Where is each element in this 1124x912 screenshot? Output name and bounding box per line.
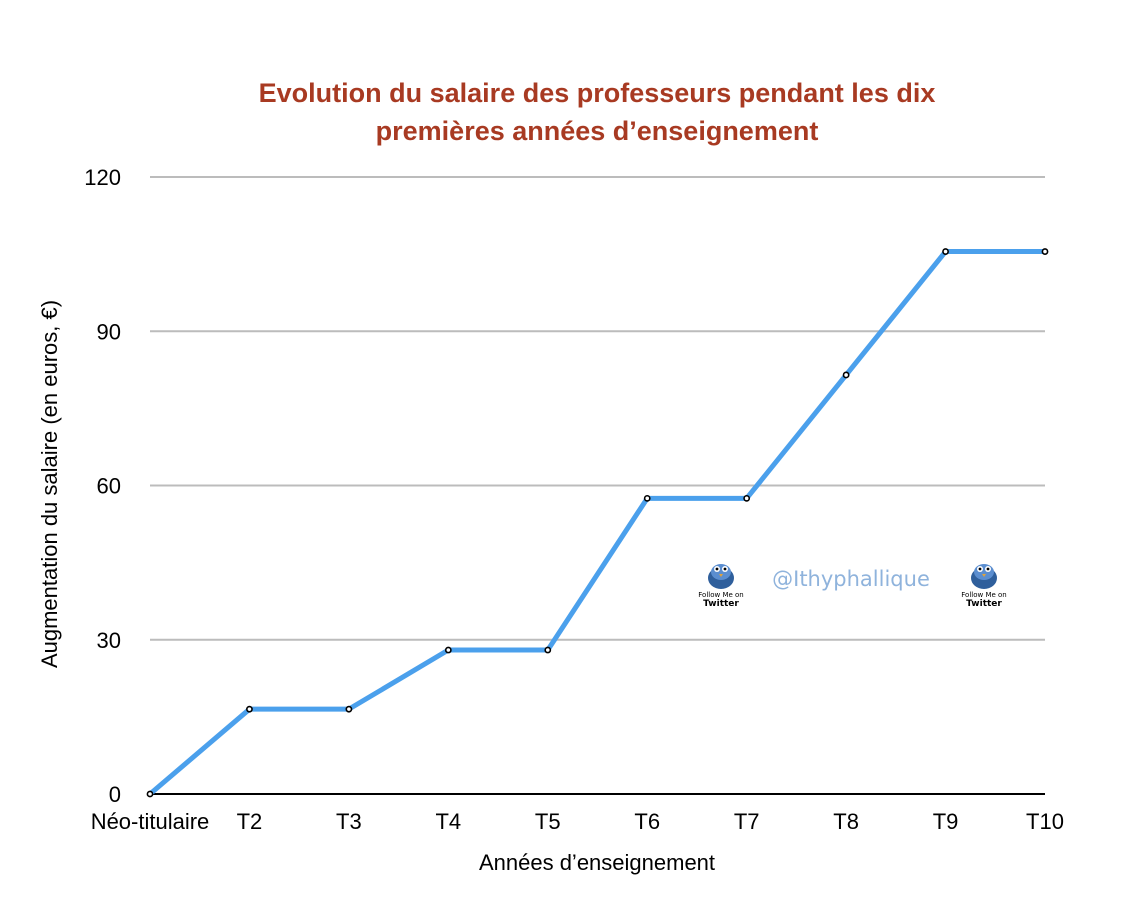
y-tick-label: 0 [109,782,121,807]
twitter-badge-left: Follow Me on Twitter [698,564,744,609]
data-point [345,705,353,713]
series-line [147,249,1048,797]
x-tick-label: T5 [535,809,561,834]
chart-title-line-1: Evolution du salaire des professeurs pen… [259,78,936,108]
chart-title-line-2: premières années d’enseignement [376,116,819,146]
y-axis-title: Augmentation du salaire (en euros, €) [37,300,62,668]
y-tick-label: 120 [84,165,121,190]
x-axis-title: Années d’enseignement [479,850,715,875]
badge-caption-small: Follow Me on [961,591,1006,599]
data-points [146,248,1049,798]
data-point [842,371,850,379]
y-tick-label: 90 [97,319,121,344]
badge-caption-small: Follow Me on [698,591,743,599]
data-point [444,646,452,654]
x-tick-label: T2 [237,809,263,834]
x-tick-labels: Néo-titulaire T2 T3 T4 T5 T6 T7 T8 T9 T10 [91,809,1064,834]
data-point [643,494,651,502]
x-tick-label: T8 [833,809,859,834]
y-tick-label: 60 [97,474,121,499]
series-layer [147,249,1048,797]
x-tick-label: T4 [435,809,461,834]
gridlines [150,176,1045,641]
twitter-badge-right: Follow Me on Twitter [961,564,1007,609]
badge-caption-big: Twitter [703,599,739,609]
twitter-bird-icon [971,564,997,589]
data-point [246,705,253,713]
y-tick-label: 30 [97,628,121,653]
x-tick-label: T7 [734,809,760,834]
x-tick-label: T6 [634,809,660,834]
twitter-bird-icon [708,564,734,589]
x-tick-label: T10 [1026,809,1064,834]
data-point [1041,248,1049,255]
x-tick-label: Néo-titulaire [91,809,210,834]
data-point [743,494,751,502]
badge-caption-big: Twitter [966,599,1002,609]
x-tick-label: T9 [933,809,959,834]
x-tick-label: T3 [336,809,362,834]
y-tick-labels: 0 30 60 90 120 [84,165,121,807]
chart-title: Evolution du salaire des professeurs pen… [259,78,936,146]
data-point [146,790,154,798]
twitter-handle: @Ithyphallique [772,567,930,591]
data-point [544,646,552,654]
data-point [942,248,949,255]
watermark: Follow Me on Twitter @Ithyphallique Foll… [698,564,1007,609]
